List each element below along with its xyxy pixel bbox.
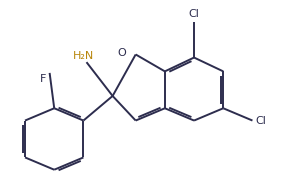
Text: H₂N: H₂N: [73, 51, 94, 61]
Text: F: F: [40, 74, 47, 84]
Text: O: O: [118, 48, 126, 58]
Text: Cl: Cl: [256, 116, 266, 126]
Text: Cl: Cl: [189, 9, 199, 19]
